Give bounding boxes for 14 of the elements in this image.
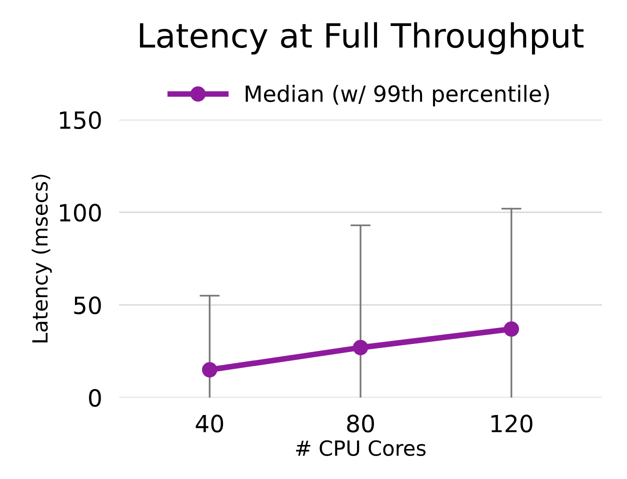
x-tick-label: 40 [196, 414, 224, 433]
point [504, 321, 520, 337]
chart-title: Latency at Full Throughput [140, 22, 584, 54]
y-tick-label: 150 [60, 111, 101, 130]
y-axis-title: Latency (msecs) [32, 174, 52, 342]
y-tick-label: 100 [60, 204, 101, 222]
x-tick-label: 80 [347, 414, 374, 433]
y-tick-label: 0 [89, 389, 101, 407]
y-tick-label: 50 [74, 296, 101, 314]
x-axis-title: # CPU Cores [296, 440, 426, 456]
x-tick-label: 120 [491, 414, 532, 433]
legend-label: Median (w/ 99th percentile) [246, 84, 549, 106]
point [202, 362, 218, 378]
point [352, 340, 368, 356]
